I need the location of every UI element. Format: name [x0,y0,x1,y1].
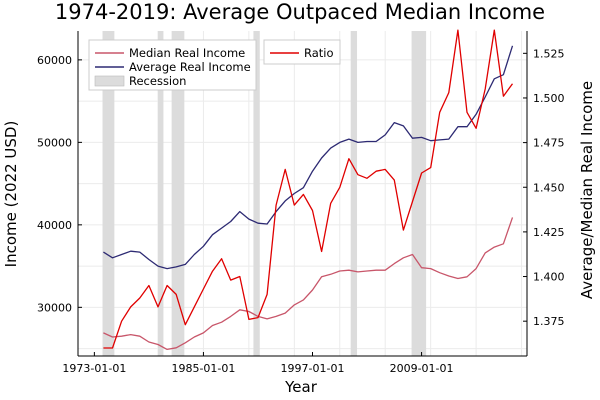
legend-box-right [263,39,341,65]
x-tick-label: 1985-01-01 [171,362,235,375]
y-right-tick-label: 1.400 [533,271,565,284]
recession-band [157,31,164,356]
y-right-tick-label: 1.500 [533,92,565,105]
legend-swatch-patch [94,75,125,87]
legend-label: Median Real Income [129,46,245,60]
y-right-tick-label: 1.525 [533,47,565,60]
x-tick-label: 2009-01-01 [390,362,454,375]
legend-label: Average Real Income [129,60,251,74]
recession-band [253,31,260,356]
y-right-tick-label: 1.450 [533,181,565,194]
recession-band [411,31,427,356]
legend-label: Recession [129,74,186,88]
y-left-tick-label: 40000 [37,219,72,232]
x-tick-label: 1997-01-01 [281,362,345,375]
y-right-tick-label: 1.375 [533,315,565,328]
chart-title: 1974-2019: Average Outpaced Median Incom… [55,0,545,24]
y-axis-right-title: Average/Median Real Income [578,81,596,299]
y-right-tick-label: 1.475 [533,137,565,150]
y-left-tick-label: 50000 [37,136,72,149]
series-line-average-real-income [103,45,514,270]
series-line-median-real-income [103,217,514,351]
x-axis-title: Year [284,378,318,396]
y-left-tick-label: 60000 [37,54,72,67]
recession-band [102,31,115,356]
y-left-tick-label: 30000 [37,301,72,314]
series-lines [103,29,514,351]
y-right-tick-label: 1.425 [533,226,565,239]
series-line-ratio [103,29,514,349]
recession-band [350,31,358,356]
legend-label: Ratio [304,46,334,60]
y-axis-left-title: Income (2022 USD) [2,121,20,268]
axes: 1973-01-01 1985-01-01 1997-01-01 2009-01-01… [37,31,565,375]
recession-bands [102,31,427,356]
recession-band [171,31,185,356]
x-tick-label: 1973-01-01 [62,362,126,375]
